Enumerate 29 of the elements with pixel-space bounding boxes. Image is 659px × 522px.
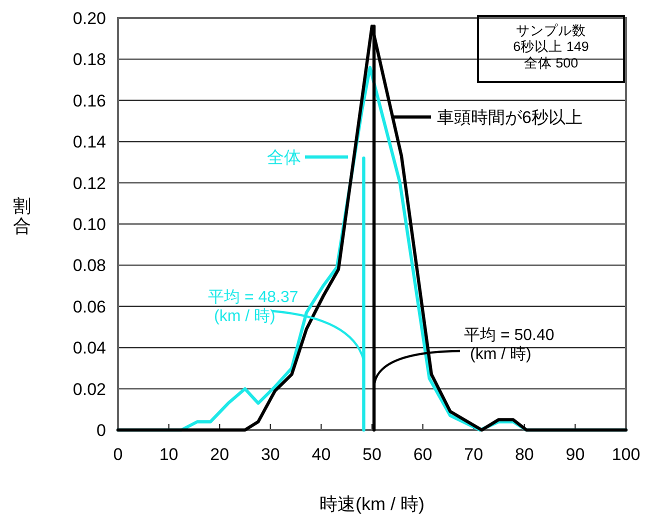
x-tick-label: 0 xyxy=(113,445,123,464)
y-tick-label: 0.12 xyxy=(72,174,106,193)
text: 全体 xyxy=(267,148,301,167)
annotation: 平均 = 48.37 (km / 時) xyxy=(208,289,298,326)
x-tick-label: 60 xyxy=(413,445,432,464)
x-axis-title: 時速(km / 時) xyxy=(320,494,424,514)
y-tick-label: 0.04 xyxy=(72,338,106,358)
y-axis-title: 割合 xyxy=(13,196,31,236)
y-tick-label: 0.16 xyxy=(72,91,106,110)
legend-label: 車頭時間が6秒以上 xyxy=(437,108,582,127)
annotation: サンプル数 6秒以上 149 全体 500 xyxy=(513,23,589,70)
annotation: 平均 = 50.40 (km / 時) xyxy=(464,327,554,364)
y-tick-label: 0.02 xyxy=(72,380,106,399)
x-tick-label: 100 xyxy=(612,445,640,464)
y-tick-label: 0.14 xyxy=(72,132,106,152)
y-tick-label: 0.18 xyxy=(72,50,106,70)
y-tick-label: 0.20 xyxy=(72,9,106,28)
x-tick-label: 20 xyxy=(210,445,230,464)
x-tick-label: 80 xyxy=(514,445,534,464)
x-tick-label: 40 xyxy=(312,445,331,464)
y-tick-label: 0 xyxy=(96,421,106,440)
x-tick-label: 90 xyxy=(566,445,585,464)
y-tick-label: 0.08 xyxy=(72,256,106,276)
x-tick-label: 50 xyxy=(362,445,382,464)
y-tick-label: 0.10 xyxy=(72,215,106,234)
y-tick-label: 0.06 xyxy=(72,297,106,316)
x-tick-label: 10 xyxy=(159,445,178,464)
x-tick-label: 30 xyxy=(260,445,280,464)
x-tick-label: 70 xyxy=(464,445,484,464)
